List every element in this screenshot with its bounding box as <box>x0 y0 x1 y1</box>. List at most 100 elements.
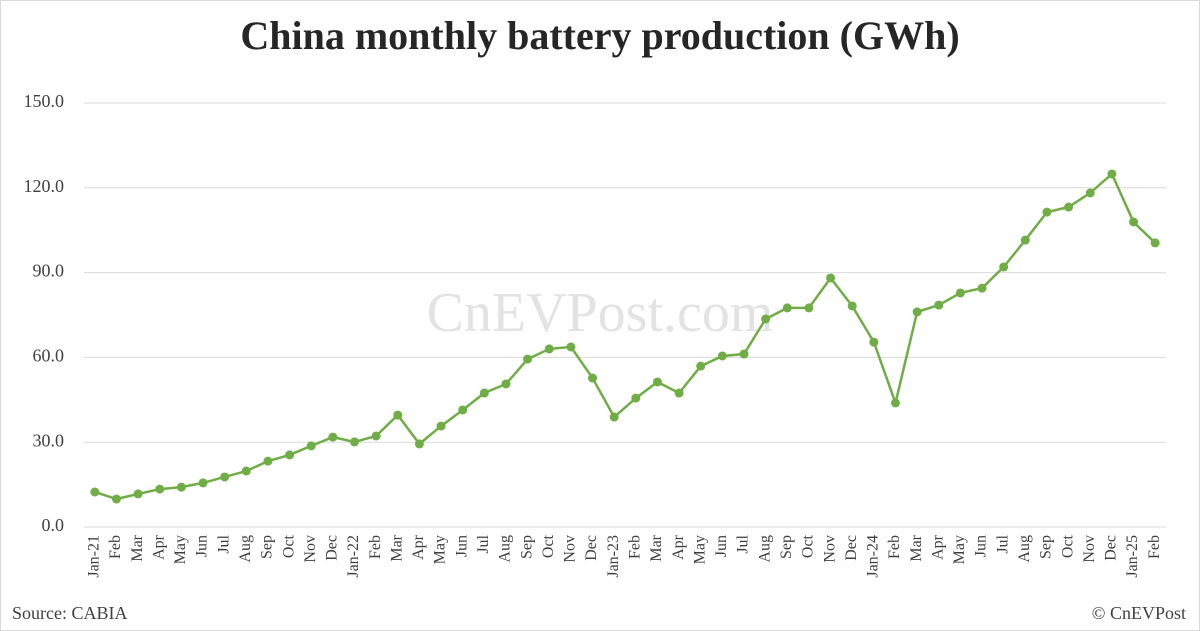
point <box>977 283 987 293</box>
chart-title: China monthly battery production (GWh) <box>240 13 959 58</box>
point <box>955 288 965 298</box>
point <box>782 303 792 313</box>
point <box>1042 207 1052 217</box>
point <box>155 484 165 494</box>
point <box>458 405 468 415</box>
point <box>285 450 295 460</box>
x-tick-label: May <box>951 535 968 564</box>
source: Source: CABIA <box>12 603 128 623</box>
x-tick-label: Dec <box>843 535 860 561</box>
x-tick-label: Nov <box>562 535 579 563</box>
point <box>609 412 619 422</box>
point <box>393 410 403 420</box>
x-tick-label: Jul <box>994 534 1011 553</box>
point <box>176 482 186 492</box>
point <box>241 466 251 476</box>
credit: © CnEVPost <box>1092 603 1186 623</box>
x-tick-label: Nov <box>821 535 838 563</box>
point <box>414 439 424 449</box>
x-tick-label: Apr <box>670 534 687 560</box>
point <box>717 351 727 361</box>
point <box>804 303 814 313</box>
x-tick-label: Oct <box>540 534 557 558</box>
x-tick-label: Jan-23 <box>605 535 622 578</box>
x-tick-label: Jun <box>194 535 211 557</box>
x-tick-label: Apr <box>929 534 946 560</box>
x-tick-label: Jun <box>973 535 990 557</box>
point <box>544 344 554 354</box>
point <box>588 373 598 383</box>
x-tick-label: Sep <box>1038 535 1055 559</box>
point <box>436 421 446 431</box>
point <box>1064 202 1074 212</box>
watermark: CnEVPost.com <box>427 282 774 344</box>
x-tick-label: Sep <box>778 535 795 559</box>
point <box>220 472 230 482</box>
point <box>652 377 662 387</box>
x-tick-label: Oct <box>280 534 297 558</box>
point <box>263 456 273 466</box>
x-tick-label: Aug <box>497 535 514 563</box>
point <box>847 301 857 311</box>
point <box>674 388 684 398</box>
point <box>826 273 836 283</box>
x-tick-label: Jul <box>475 534 492 553</box>
x-tick-label: May <box>172 535 189 564</box>
point <box>90 487 100 497</box>
x-tick-label: Apr <box>410 534 427 560</box>
point <box>566 342 576 352</box>
point <box>912 307 922 317</box>
point <box>696 361 706 371</box>
x-tick-label: Jan-25 <box>1124 535 1141 578</box>
x-tick-label: Dec <box>324 535 341 561</box>
point <box>523 354 533 364</box>
point <box>1107 169 1117 179</box>
x-tick-label: Sep <box>259 535 276 559</box>
x-tick-label: Mar <box>648 534 665 561</box>
x-tick-label: Oct <box>1059 534 1076 558</box>
point <box>501 379 511 389</box>
x-tick-label: Jul <box>215 534 232 553</box>
point <box>761 314 771 324</box>
x-tick-label: Jan-22 <box>345 535 362 578</box>
point <box>198 478 208 488</box>
x-tick-label: Mar <box>908 534 925 561</box>
point <box>328 432 338 442</box>
x-tick-label: May <box>432 535 449 564</box>
point <box>1020 235 1030 245</box>
x-tick-label: Sep <box>518 535 535 559</box>
x-tick-label: Feb <box>1146 535 1163 559</box>
x-tick-label: Feb <box>367 535 384 559</box>
point <box>631 393 641 403</box>
y-tick-label: 90.0 <box>33 261 65 281</box>
x-tick-label: Feb <box>626 535 643 559</box>
point <box>739 349 749 359</box>
y-tick-label: 60.0 <box>33 346 65 366</box>
x-tick-label: May <box>691 535 708 564</box>
x-tick-label: Dec <box>1103 535 1120 561</box>
point <box>350 437 359 447</box>
x-tick-label: Aug <box>756 535 773 563</box>
x-tick-label: Feb <box>107 535 124 559</box>
x-tick-label: Dec <box>583 535 600 561</box>
point <box>479 388 489 398</box>
x-tick-label: Nov <box>302 535 319 563</box>
x-tick-label: Oct <box>800 534 817 558</box>
x-tick-label: Jun <box>713 535 730 557</box>
point <box>1129 217 1139 227</box>
x-tick-label: Jun <box>453 535 470 557</box>
point <box>869 337 879 347</box>
x-tick-label: Jan-24 <box>865 535 882 578</box>
point <box>133 489 143 499</box>
x-tick-label: Jul <box>735 534 752 553</box>
y-tick-label: 150.0 <box>24 91 65 111</box>
x-tick-label: Aug <box>1016 535 1033 563</box>
point <box>1150 238 1160 248</box>
x-tick-label: Nov <box>1081 535 1098 563</box>
point <box>371 431 381 441</box>
x-tick-label: Feb <box>886 535 903 559</box>
point <box>306 441 316 451</box>
point <box>999 262 1009 272</box>
